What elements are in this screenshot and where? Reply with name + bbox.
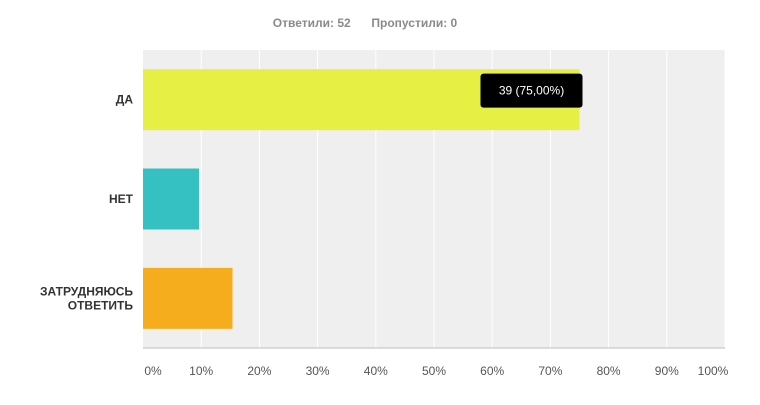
skipped-label: Пропустили: — [371, 16, 448, 30]
skipped-count: 0 — [450, 16, 458, 30]
x-tick-label-100: 100% — [698, 364, 729, 378]
x-tick-label-50: 50% — [422, 364, 446, 378]
x-tick-label-70: 70% — [538, 364, 562, 378]
category-label-2: ЗАТРУДНЯЮСЬ ОТВЕТИТЬ — [40, 284, 133, 312]
answered-count: 52 — [337, 16, 351, 30]
bar-2 — [143, 267, 233, 329]
x-tick-label-30: 30% — [306, 364, 330, 378]
category-label-0: ДА — [116, 93, 134, 107]
x-tick-label-20: 20% — [247, 364, 271, 378]
x-tick-label-40: 40% — [364, 364, 388, 378]
x-tick-label-60: 60% — [480, 364, 504, 378]
bar-1 — [143, 168, 199, 230]
x-tick-label-10: 10% — [189, 364, 213, 378]
x-tick-label-90: 90% — [655, 364, 679, 378]
answered-label: Ответили: — [272, 16, 334, 30]
x-tick-label-0: 0% — [144, 364, 162, 378]
tooltip-text: 39 (75,00%) — [499, 84, 564, 98]
category-label-1: НЕТ — [109, 192, 134, 206]
x-tick-label-80: 80% — [597, 364, 621, 378]
response-summary: Ответили: 52 Пропустили: 0 — [0, 16, 730, 30]
tooltip-box — [480, 73, 583, 108]
